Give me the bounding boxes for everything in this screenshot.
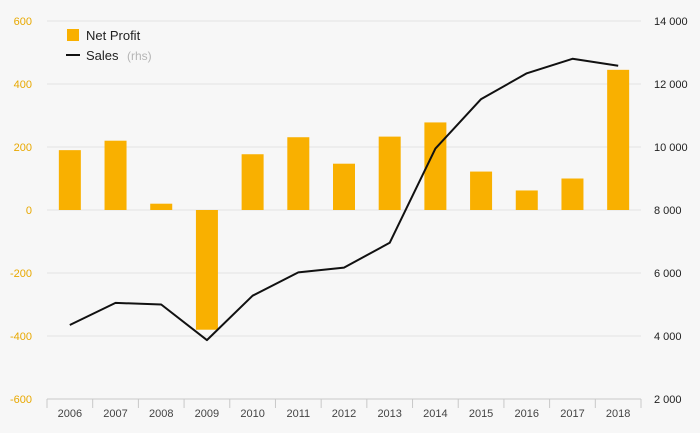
net-profit-bar — [241, 154, 264, 210]
left-tick-label: 200 — [14, 142, 32, 154]
net-profit-bars — [58, 69, 630, 330]
net-profit-bar — [607, 69, 630, 210]
right-tick-label: 6 000 — [654, 268, 682, 280]
x-tick-label: 2009 — [195, 408, 219, 420]
legend: Net Profit Sales (rhs) — [66, 28, 152, 64]
x-tick-label: 2013 — [377, 408, 401, 420]
left-tick-label: 0 — [26, 205, 32, 217]
net-profit-bar — [333, 163, 355, 210]
net-profit-bar — [561, 178, 584, 210]
x-tick-label: 2011 — [286, 408, 310, 420]
net-profit-bar — [424, 122, 447, 210]
right-tick-label: 14 000 — [654, 16, 688, 28]
right-axis: 14 000 12 000 10 000 8 000 6 000 4 000 2 000 — [654, 16, 688, 406]
x-tick-label: 2008 — [149, 408, 173, 420]
legend-label-rhs: (rhs) — [127, 49, 152, 63]
x-tick-label: 2014 — [423, 408, 447, 420]
left-tick-label: -600 — [10, 394, 32, 406]
net-profit-bar — [287, 137, 310, 210]
x-tick-label: 2012 — [332, 408, 356, 420]
left-tick-label: 600 — [14, 16, 32, 28]
left-tick-label: -200 — [10, 268, 32, 280]
net-profit-bar — [150, 203, 173, 210]
net-profit-bar — [378, 136, 401, 210]
x-tick-label: 2015 — [469, 408, 493, 420]
x-tick-label: 2016 — [515, 408, 539, 420]
sales-line-path — [69, 57, 619, 342]
x-tick-label: 2010 — [240, 408, 264, 420]
legend-label-net-profit: Net Profit — [86, 28, 141, 43]
x-tick-label: 2007 — [103, 408, 127, 420]
x-tick-label: 2018 — [606, 408, 630, 420]
sales-line — [69, 57, 619, 342]
right-tick-label: 12 000 — [654, 79, 688, 91]
x-tick-label: 2017 — [560, 408, 584, 420]
gridlines — [47, 20, 641, 337]
right-tick-label: 4 000 — [654, 331, 682, 343]
legend-label-sales-group: Sales (rhs) — [86, 47, 152, 64]
legend-label-sales: Sales — [86, 48, 119, 63]
left-axis: 600 400 200 0 -200 -400 -600 — [10, 16, 32, 406]
net-profit-bar — [515, 190, 538, 210]
legend-swatch-net-profit — [67, 29, 79, 41]
left-tick-label: -400 — [10, 331, 32, 343]
net-profit-bar — [58, 150, 81, 210]
x-axis: 2006 2007 2008 2009 2010 2011 2012 2013 2014 2015… — [46, 398, 642, 420]
net-profit-bar — [104, 140, 127, 210]
net-profit-bar — [470, 171, 493, 210]
right-tick-label: 2 000 — [654, 394, 682, 406]
x-tick-label: 2006 — [58, 408, 82, 420]
right-tick-label: 8 000 — [654, 205, 682, 217]
right-tick-label: 10 000 — [654, 142, 688, 154]
net-profit-bar — [195, 210, 218, 330]
left-tick-label: 400 — [14, 79, 32, 91]
